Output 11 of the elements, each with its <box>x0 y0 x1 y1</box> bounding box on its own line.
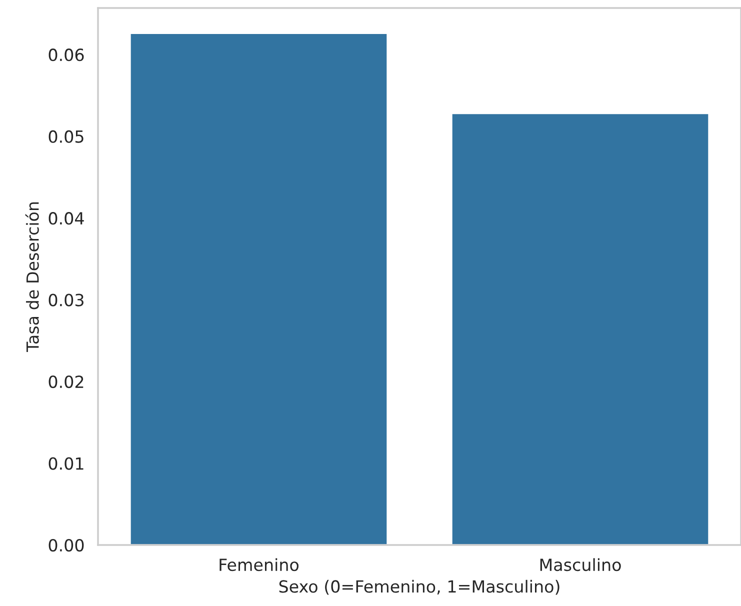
x-axis-title: Sexo (0=Femenino, 1=Masculino) <box>279 580 560 595</box>
y-tick-label: 0.03 <box>48 294 84 306</box>
x-tick-label: Masculino <box>540 558 621 572</box>
y-tick-label: 0.04 <box>48 212 84 225</box>
y-tick-label: 0.05 <box>48 130 84 143</box>
y-tick-label: 0.02 <box>48 375 84 388</box>
y-tick-label: 0.00 <box>48 538 84 552</box>
y-tick-label: 0.06 <box>48 48 84 62</box>
y-tick-label: 0.01 <box>48 457 84 470</box>
x-tick-label: Femenino <box>220 558 299 572</box>
y-axis-title: Tasa de Deserción <box>25 202 39 352</box>
